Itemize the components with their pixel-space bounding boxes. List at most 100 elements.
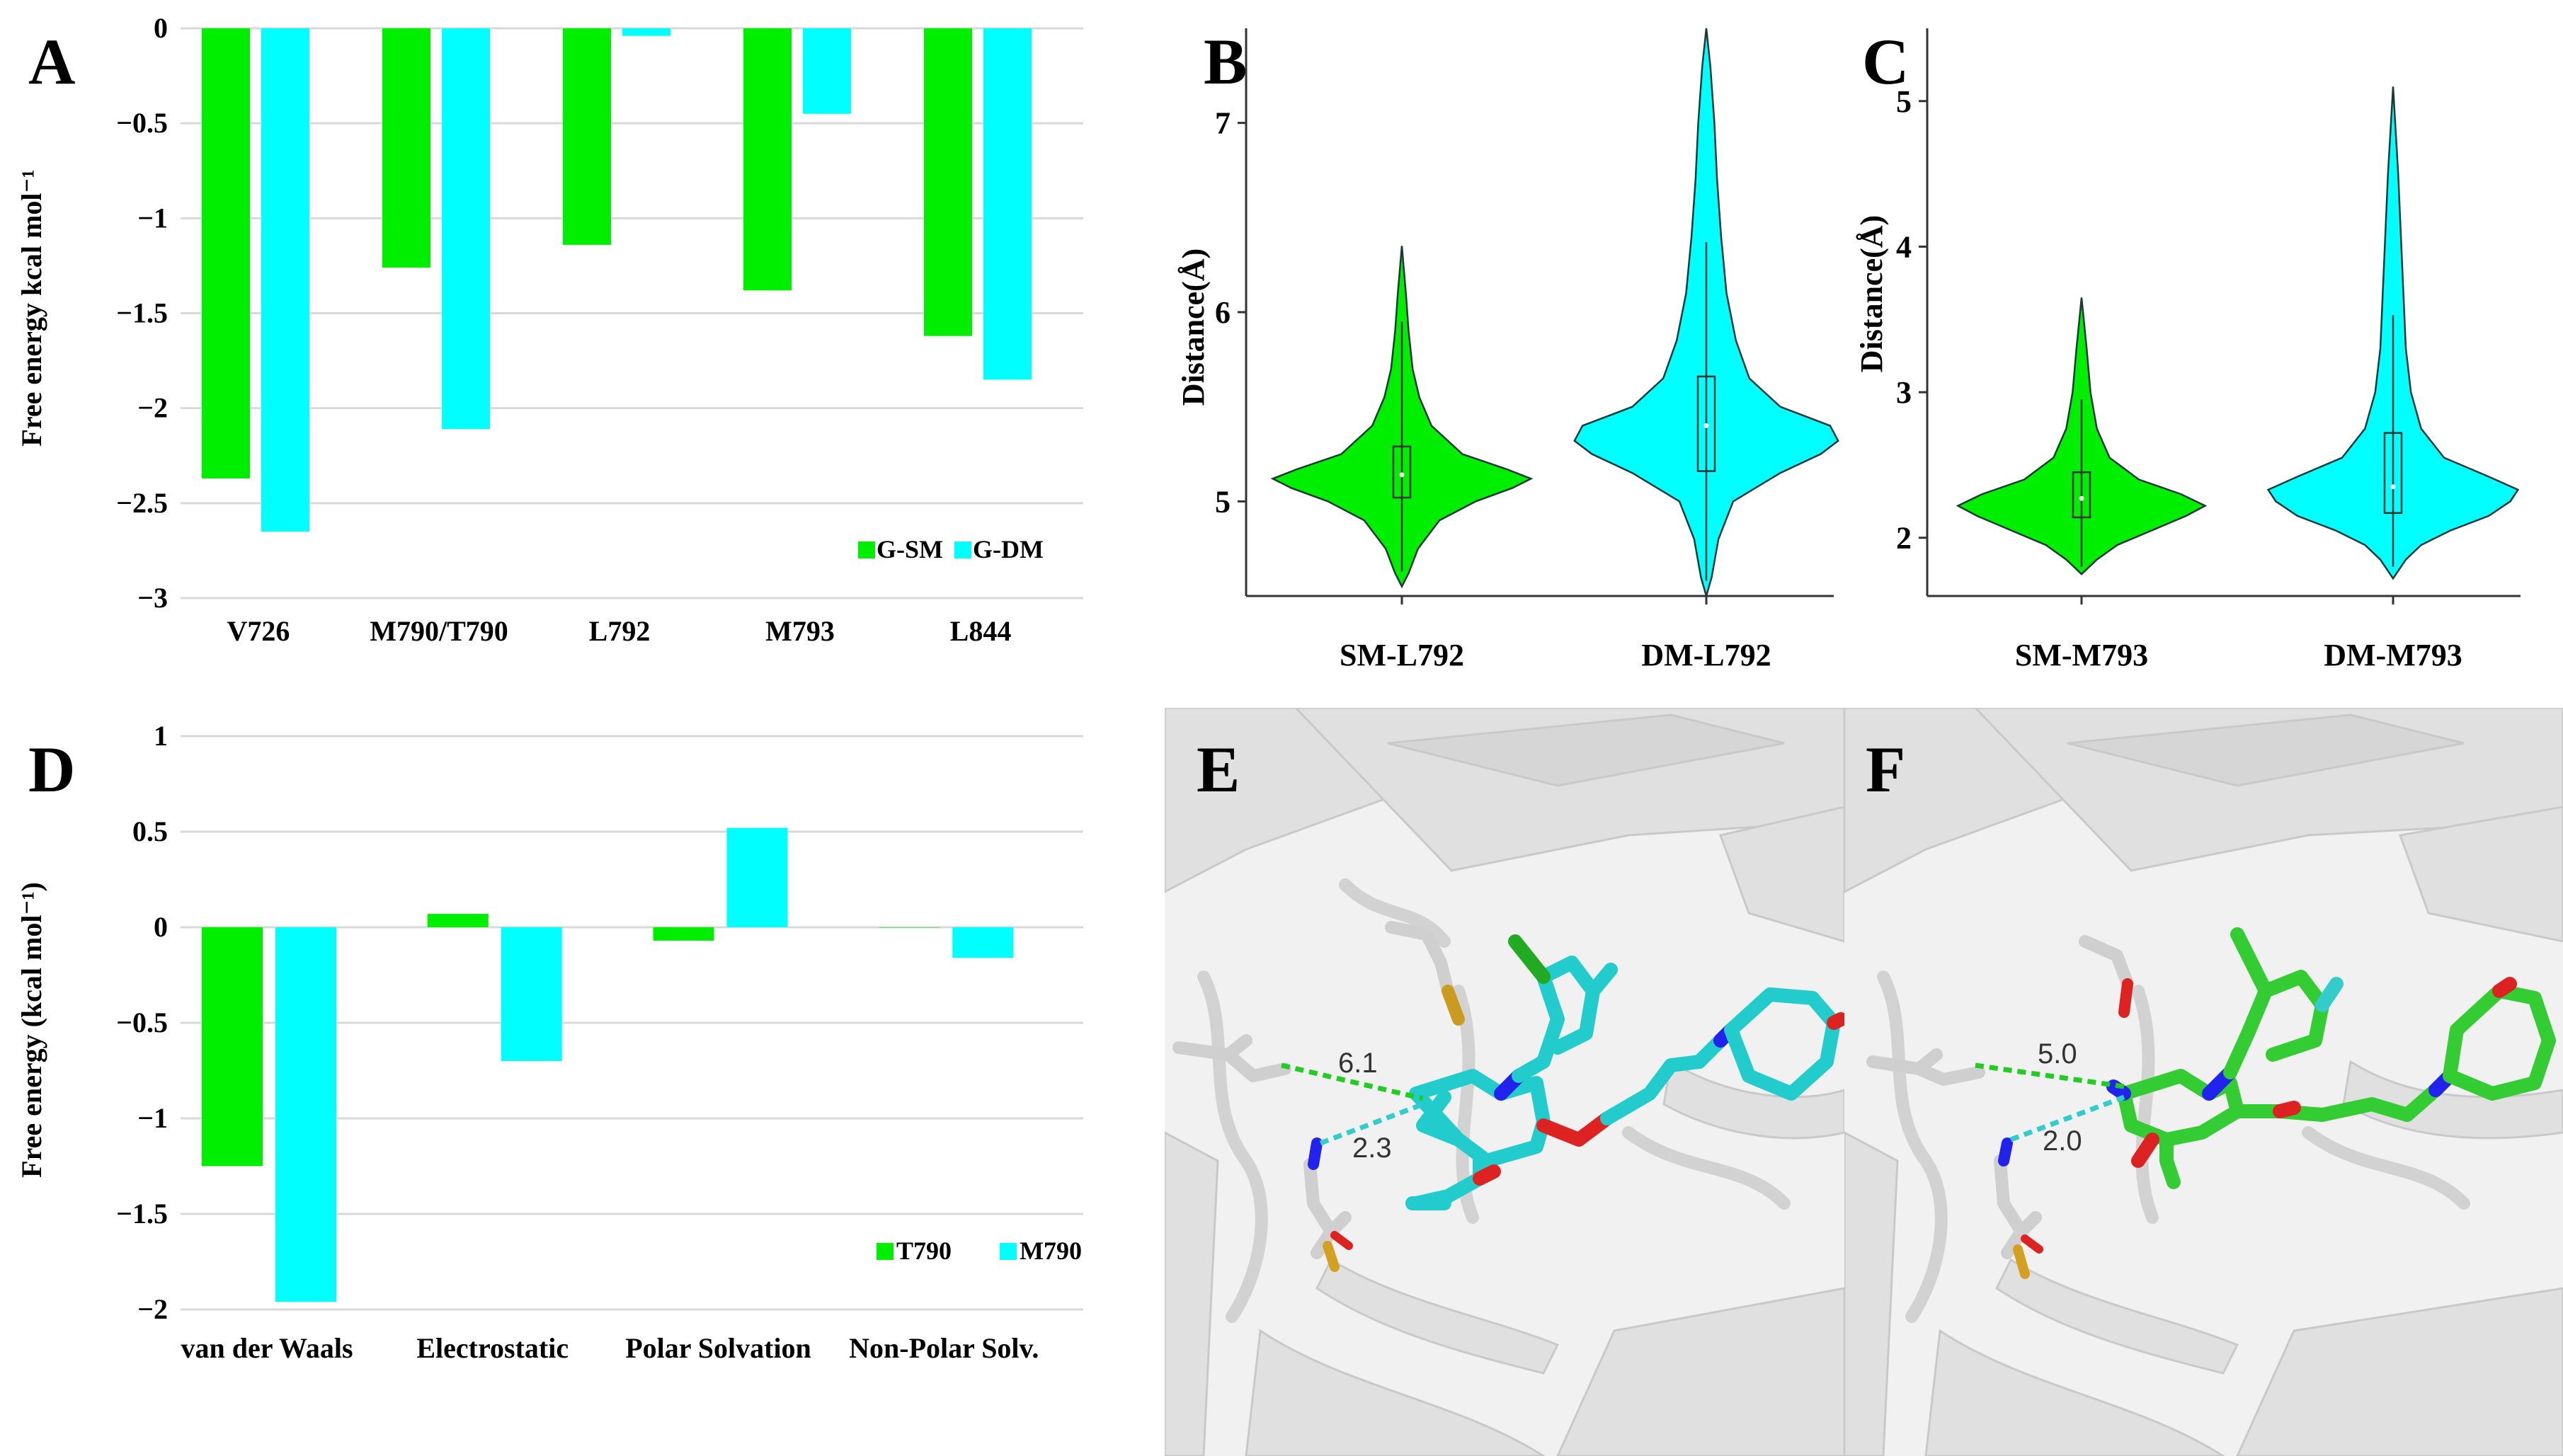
- y-tick-label: 6: [1215, 295, 1231, 330]
- median-point-dm-l792: [1703, 423, 1709, 428]
- distance-label-f-2: 2.0: [2043, 1125, 2082, 1157]
- y-tick-label: −1: [137, 1102, 168, 1134]
- bar-g-sm-m793: [743, 28, 792, 291]
- y-tick-label: 4: [1896, 229, 1912, 264]
- distance-line-e-2: [1319, 1101, 1425, 1146]
- x-tick-label: L792: [589, 615, 651, 647]
- bar-g-sm-m790-t790: [382, 28, 430, 268]
- panel-a-gridlines: [181, 27, 1083, 600]
- bar-t790-van-der-waals: [202, 927, 263, 1166]
- bar-g-dm-v726: [261, 28, 309, 532]
- median-point-sm-l792: [1399, 472, 1405, 478]
- panel-a-y-axis-label: Free energy kcal mol⁻¹: [16, 169, 47, 446]
- y-tick-label: 0.5: [132, 815, 168, 847]
- y-tick-label: 5: [1215, 484, 1231, 519]
- legend-label-m790: M790: [1020, 1237, 1082, 1265]
- bar-g-dm-m790-t790: [442, 28, 490, 430]
- y-tick-label: 5: [1896, 84, 1912, 119]
- y-tick-label: −1.5: [116, 297, 168, 329]
- legend-label-g-dm: G-DM: [973, 535, 1044, 563]
- x-tick-label: Polar Solvation: [625, 1332, 811, 1364]
- panel-c-y-axis-label: Distance(Å): [1854, 215, 1889, 372]
- iqr-box-sm-l792: [1392, 445, 1412, 499]
- distance-label-f-1: 5.0: [2038, 1038, 2077, 1070]
- iqr-box-dm-m793: [2383, 432, 2403, 515]
- panel-f-letter: F: [1866, 733, 1905, 806]
- y-tick-label: −0.5: [116, 1007, 168, 1038]
- distance-label-e-2: 2.3: [1352, 1133, 1392, 1164]
- panel-d-x-tick-labels: van der Waals Electrostatic Polar Solvatio…: [181, 1332, 1039, 1364]
- panel-c-violin-plot: C Distance(Å) 2 3 4 5 SM-M793 DM-M793: [1854, 25, 2521, 672]
- y-tick-label: 7: [1215, 106, 1231, 141]
- legend-label-t790: T790: [896, 1237, 952, 1265]
- panel-b-violin-plot: B Distance(Å) 5 6 7 SM-L792 DM-L792: [1176, 25, 1839, 672]
- iqr-box-dm-l792: [1696, 375, 1716, 472]
- panel-e-letter: E: [1197, 733, 1240, 806]
- panel-b-letter: B: [1204, 25, 1247, 98]
- panel-d-bars: [202, 827, 1014, 1302]
- y-tick-label: 0: [154, 911, 168, 943]
- distance-line-e-1: [1281, 1062, 1424, 1101]
- y-tick-label: −2: [137, 1293, 168, 1325]
- x-tick-label: DM-L792: [1641, 638, 1771, 672]
- x-tick-label: M793: [765, 615, 835, 647]
- legend-swatch-g-dm: [954, 541, 971, 558]
- distance-line-f-1: [1975, 1062, 2125, 1089]
- panel-a-letter: A: [28, 25, 75, 98]
- median-point-sm-m793: [2079, 495, 2084, 501]
- bar-g-dm-l844: [983, 28, 1032, 380]
- legend-swatch-t790: [877, 1243, 894, 1260]
- bar-t790-polar-solvation: [653, 927, 714, 941]
- x-tick-label: SM-M793: [2015, 638, 2148, 672]
- x-tick-label: Non-Polar Solv.: [849, 1332, 1039, 1364]
- bar-g-dm-m793: [803, 28, 851, 114]
- legend-swatch-g-sm: [858, 541, 875, 558]
- y-tick-label: −0.5: [116, 107, 168, 139]
- panel-b-plot-area: 5 6 7 SM-L792 DM-L792: [1215, 28, 1839, 672]
- panel-e-molecular-structure: 6.1 2.3 E: [1165, 708, 1844, 1456]
- panel-a-x-tick-labels: V726 M790/T790 L792 M793 L844: [227, 615, 1012, 647]
- panel-c-letter: C: [1862, 25, 1909, 98]
- x-tick-label: Electrostatic: [416, 1332, 569, 1364]
- panel-a-bars: [202, 28, 1032, 532]
- iqr-box-sm-m793: [2072, 471, 2091, 519]
- bar-m790-electrostatic: [501, 927, 562, 1061]
- protein-ribbons-f: [1844, 708, 2563, 1456]
- residue-sticks-e: [1172, 921, 1465, 1272]
- panel-d-bar-chart: D Free energy (kcal mol⁻¹) 1 0.5 0 −0.5 −1 −1…: [16, 720, 1083, 1364]
- distance-label-e-1: 6.1: [1338, 1048, 1378, 1079]
- y-tick-label: −2.5: [116, 487, 168, 519]
- x-tick-label: DM-M793: [2324, 638, 2462, 672]
- panel-d-legend: T790 M790: [877, 1237, 1082, 1265]
- x-tick-label: V726: [227, 615, 290, 647]
- median-point-dm-m793: [2390, 484, 2396, 490]
- bar-m790-non-polar-solv: [952, 927, 1014, 958]
- ligand-e: [1405, 934, 1844, 1210]
- panel-f-molecular-structure: 5.0 2.0 F: [1844, 708, 2563, 1456]
- bar-g-sm-l844: [924, 28, 972, 336]
- y-tick-label: 2: [1896, 521, 1912, 556]
- bar-t790-electrostatic: [427, 914, 489, 927]
- legend-label-g-sm: G-SM: [877, 535, 943, 563]
- panel-a-y-tick-labels: 0 −0.5 −1 −1.5 −2 −2.5 −3: [116, 12, 168, 614]
- y-tick-label: 0: [154, 12, 168, 44]
- protein-ribbons-e: [1165, 708, 1844, 1456]
- bar-t790-non-polar-solv: [879, 927, 940, 928]
- x-tick-label: van der Waals: [181, 1332, 353, 1364]
- protein-loops-f: [1877, 970, 2470, 1323]
- bar-m790-polar-solvation: [726, 827, 788, 927]
- panel-d-y-axis-label: Free energy (kcal mol⁻¹): [16, 882, 47, 1178]
- panel-b-y-axis-label: Distance(Å): [1176, 248, 1211, 406]
- y-tick-label: −2: [137, 392, 168, 424]
- panel-a-bar-chart: A Free energy kcal mol⁻¹ 0 −0.5 −1 −1.5 −2 −2…: [16, 12, 1083, 647]
- x-tick-label: L844: [950, 615, 1012, 647]
- bar-g-sm-l792: [563, 28, 611, 245]
- ligand-f: [2106, 927, 2556, 1189]
- y-tick-label: −3: [137, 582, 168, 614]
- bar-g-dm-l792: [622, 28, 670, 36]
- panel-a-legend: G-SM G-DM: [858, 535, 1044, 563]
- bar-g-sm-v726: [202, 28, 250, 478]
- x-tick-label: M790/T790: [370, 615, 508, 647]
- y-tick-label: 3: [1896, 375, 1912, 410]
